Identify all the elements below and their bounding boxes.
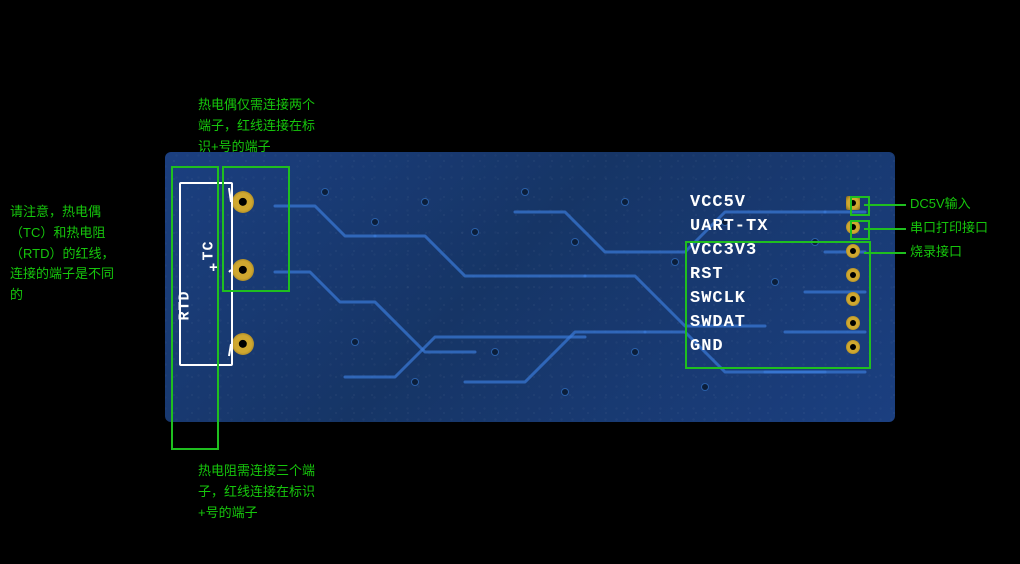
annotation-line: 热电阻需连接三个端	[198, 461, 368, 482]
highlight-rtd	[171, 166, 219, 450]
annotation-left-note: 请注意，热电偶（TC）和热电阻（RTD）的红线，连接的端子是不同的	[10, 202, 160, 306]
annotation-line: 的	[10, 285, 160, 306]
annotation-line: 识+号的端子	[198, 137, 368, 158]
annotation-line: 热电偶仅需连接两个	[198, 95, 368, 116]
pin-label: UART-TX	[690, 217, 768, 236]
annotation-line: （RTD）的红线，	[10, 244, 160, 265]
annotation-line: +号的端子	[198, 503, 368, 524]
annotation-line: （TC）和热电阻	[10, 223, 160, 244]
annotation-line: 请注意，热电偶	[10, 202, 160, 223]
annotation-bottom-note: 热电阻需连接三个端子，红线连接在标识+号的端子	[198, 461, 368, 523]
annotation-right: DC5V输入	[910, 194, 971, 215]
annotation-top-note: 热电偶仅需连接两个端子，红线连接在标识+号的端子	[198, 95, 368, 157]
highlight-uart	[850, 220, 870, 240]
highlight-tc	[222, 166, 290, 292]
highlight-swd	[685, 241, 871, 369]
highlight-vcc5v	[850, 196, 870, 216]
annotation-line: 连接的端子是不同	[10, 264, 160, 285]
leader-line	[864, 252, 906, 254]
annotation-right: 串口打印接口	[910, 218, 988, 239]
annotation-right: 烧录接口	[910, 242, 962, 263]
leader-line	[864, 204, 906, 206]
annotation-line: 端子，红线连接在标	[198, 116, 368, 137]
diagram-stage: RTD TC + VCC5VUART-TXVCC3V3RSTSWCLKSWDAT…	[0, 0, 1020, 564]
pin-label: VCC5V	[690, 193, 746, 212]
annotation-line: 子，红线连接在标识	[198, 482, 368, 503]
leader-line	[864, 228, 906, 230]
